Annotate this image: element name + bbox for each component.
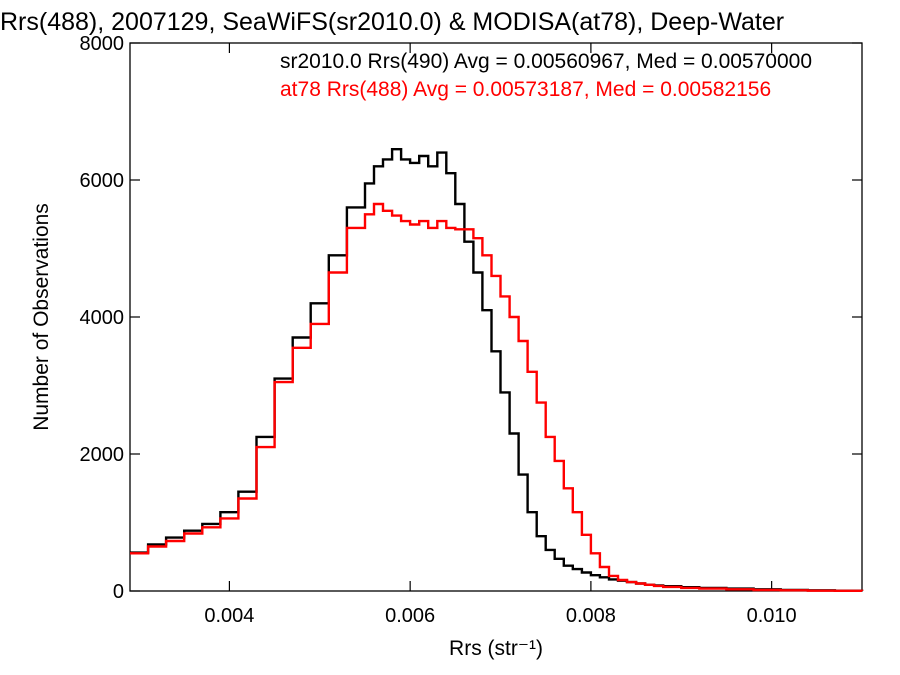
y-axis-label: Number of Observations xyxy=(30,203,53,431)
x-tick-label: 0.010 xyxy=(747,605,797,627)
y-axis: 0 2000 4000 6000 8000 xyxy=(80,33,862,603)
legend-entry-sr2010: sr2010.0 Rrs(490) Avg = 0.00560967, Med … xyxy=(280,50,812,73)
y-tick-label: 2000 xyxy=(80,444,125,466)
x-tick-label: 0.008 xyxy=(566,605,616,627)
x-axis-label: Rrs (str⁻¹) xyxy=(449,637,543,660)
series-line-at78 xyxy=(130,202,864,592)
legend-entry-at78: at78 Rrs(488) Avg = 0.00573187, Med = 0.… xyxy=(280,78,771,101)
x-axis: 0.004 0.006 0.008 0.010 xyxy=(204,43,797,627)
y-tick-label: 0 xyxy=(113,581,124,603)
y-tick-label: 6000 xyxy=(80,170,125,192)
y-tick-label: 8000 xyxy=(80,33,125,55)
plot-frame xyxy=(129,42,863,592)
chart-title: Rrs(488), 2007129, SeaWiFS(sr2010.0) & M… xyxy=(0,8,784,36)
y-tick-label: 4000 xyxy=(80,307,125,329)
x-tick-label: 0.004 xyxy=(204,605,254,627)
series-line-sr2010 xyxy=(130,148,864,592)
x-tick-label: 0.006 xyxy=(385,605,435,627)
series-layer xyxy=(130,148,864,592)
